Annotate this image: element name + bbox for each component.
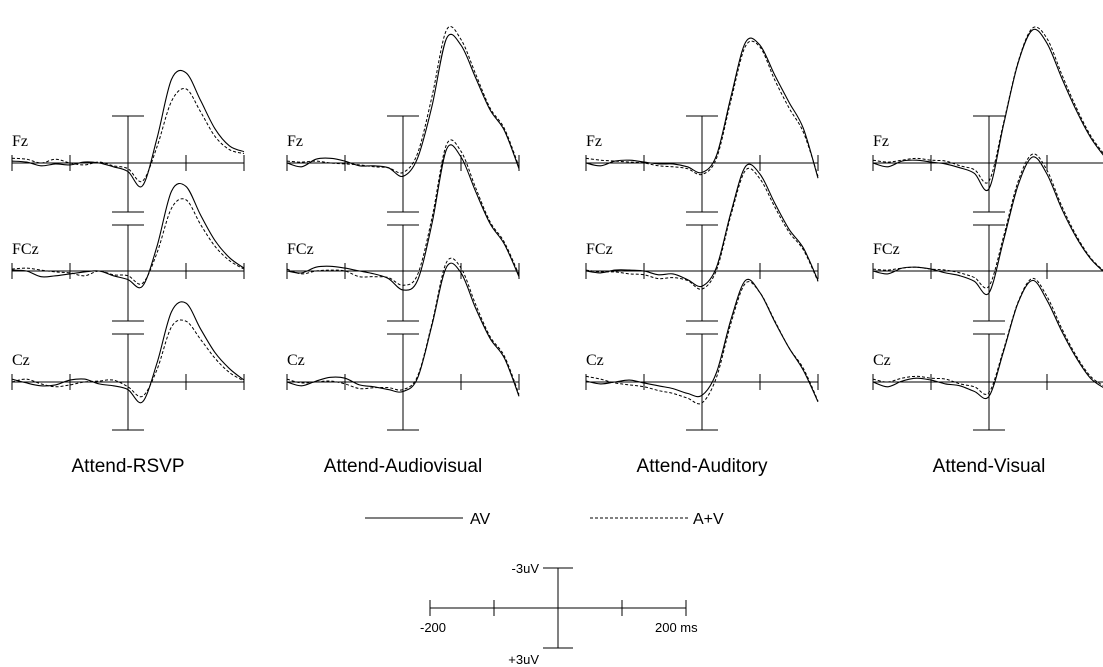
panel-attend-audiovisual-fz-trace-av xyxy=(286,33,520,178)
scale-bar-top-label: -3uV xyxy=(512,561,540,576)
panel-attend-audiovisual-cz-label: Cz xyxy=(287,352,305,369)
scale-bar: -3uV +3uV -200 200 ms xyxy=(420,561,698,667)
panel-attend-rsvp-cz-trace-av xyxy=(11,301,245,404)
panel-attend-visual-cz-trace-apv xyxy=(872,277,1103,395)
panel-attend-rsvp-fz-trace-av xyxy=(11,69,245,188)
panel-attend-rsvp: Fz FCz Cz Attend-RSVP xyxy=(11,69,245,477)
legend-apv-label: A+V xyxy=(693,511,724,528)
panel-attend-auditory-fz-trace-apv xyxy=(585,40,819,177)
panel-attend-visual-fcz-trace-av xyxy=(872,156,1103,296)
panel-attend-rsvp-fcz-trace-av xyxy=(11,183,245,289)
panel-attend-visual-fz-trace-av xyxy=(872,28,1103,192)
panel-attend-rsvp-fcz-trace-apv xyxy=(11,198,245,285)
panels-layer: Fz FCz Cz Attend-RSVP Fz FCz Cz Attend-Audiovis… xyxy=(11,25,1103,477)
panel-attend-audiovisual-fz-label: Fz xyxy=(287,133,303,150)
panel-attend-audiovisual-cz-trace-apv xyxy=(286,257,520,395)
panel-attend-visual-cz-trace-av xyxy=(872,279,1103,400)
panel-attend-audiovisual-title: Attend-Audiovisual xyxy=(324,456,482,477)
panel-attend-auditory-fcz-label: FCz xyxy=(586,241,613,258)
panel-attend-audiovisual-fcz-label: FCz xyxy=(287,241,314,258)
panel-attend-rsvp-title: Attend-RSVP xyxy=(72,456,185,477)
panel-attend-visual-fz-trace-apv xyxy=(872,26,1103,184)
panel-attend-rsvp-cz-trace-apv xyxy=(11,319,245,398)
panel-attend-rsvp-fz-label: Fz xyxy=(12,133,28,150)
panel-attend-auditory-cz-trace-apv xyxy=(585,281,819,405)
panel-attend-visual-fcz-label: FCz xyxy=(873,241,900,258)
scale-bar-left-label: -200 xyxy=(420,620,446,635)
panel-attend-audiovisual-fz-trace-apv xyxy=(286,25,520,174)
panel-attend-audiovisual: Fz FCz Cz Attend-Audiovisual xyxy=(286,25,520,477)
panel-attend-auditory-fcz-trace-apv xyxy=(585,167,819,290)
panel-attend-auditory-title: Attend-Auditory xyxy=(637,456,768,477)
panel-attend-audiovisual-fcz-trace-av xyxy=(286,144,520,291)
panel-attend-auditory-fz-label: Fz xyxy=(586,133,602,150)
panel-attend-visual-fz-label: Fz xyxy=(873,133,889,150)
scale-bar-right-label: 200 ms xyxy=(655,620,698,635)
panel-attend-rsvp-cz-label: Cz xyxy=(12,352,30,369)
legend-av-label: AV xyxy=(470,511,490,528)
panel-attend-visual-fcz-trace-apv xyxy=(872,153,1103,289)
panel-attend-auditory-fcz-trace-av xyxy=(585,163,819,288)
panel-attend-auditory: Fz FCz Cz Attend-Auditory xyxy=(585,37,819,477)
panel-attend-auditory-cz-trace-av xyxy=(585,278,819,403)
panel-attend-rsvp-fcz-label: FCz xyxy=(12,241,39,258)
panel-attend-visual: Fz FCz Cz Attend-Visual xyxy=(872,26,1103,477)
panel-attend-rsvp-fz-trace-apv xyxy=(11,88,245,183)
panel-attend-auditory-fz-trace-av xyxy=(585,37,819,179)
scale-bar-bottom-label: +3uV xyxy=(508,652,539,667)
panel-attend-auditory-cz-label: Cz xyxy=(586,352,604,369)
panel-attend-audiovisual-cz-trace-av xyxy=(286,262,520,397)
panel-attend-audiovisual-fcz-trace-apv xyxy=(286,139,520,286)
legend: AV A+V xyxy=(365,511,724,528)
panel-attend-visual-title: Attend-Visual xyxy=(933,456,1046,477)
panel-attend-visual-cz-label: Cz xyxy=(873,352,891,369)
